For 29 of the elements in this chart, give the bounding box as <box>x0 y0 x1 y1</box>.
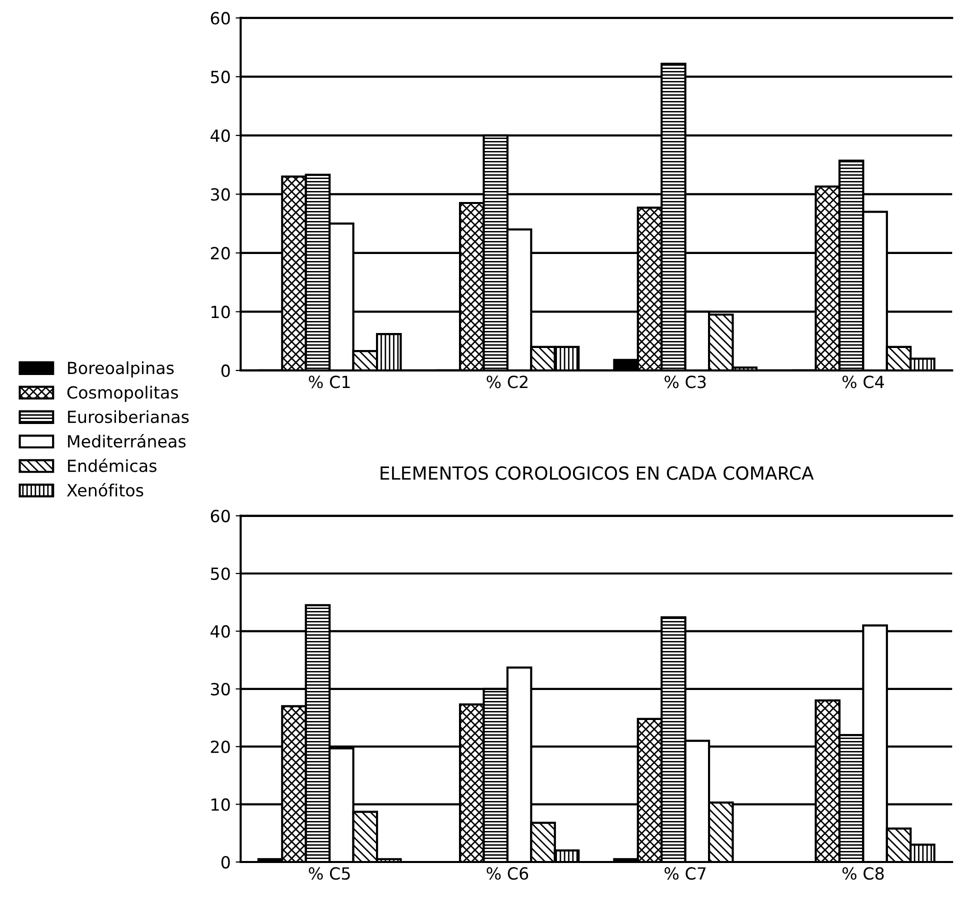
y-tick-label: 50 <box>211 70 230 84</box>
legend-label: Eurosiberianas <box>68 410 189 424</box>
y-tick-label: 60 <box>210 12 230 25</box>
legend-label: Xenófitos <box>66 482 144 497</box>
x-tick-label: % C3 <box>664 376 706 388</box>
x-tick-label: % C5 <box>308 867 350 880</box>
y-tick-label: 10 <box>212 798 230 811</box>
y-tick-label: 20 <box>210 246 230 260</box>
y-tick-label: 20 <box>210 740 230 754</box>
legend-label: Mediterráneas <box>68 434 186 448</box>
legend-label: Boreoalpinas <box>68 361 174 378</box>
x-tick-label: % C4 <box>842 376 884 388</box>
legend-label: Cosmopolitas <box>67 386 178 402</box>
x-tick-label: % C6 <box>486 867 528 880</box>
x-tick-label: % C2 <box>486 376 528 388</box>
y-tick-label: 60 <box>210 510 230 522</box>
y-tick-label: 40 <box>210 625 230 638</box>
y-tick-label: 0 <box>221 364 230 378</box>
chart-title: ELEMENTOS COROLOGICOS EN CADA COMARCA <box>380 466 814 480</box>
y-tick-label: 30 <box>211 188 230 201</box>
y-tick-label: 40 <box>210 129 230 142</box>
y-tick-label: 50 <box>211 567 230 580</box>
y-tick-label: 0 <box>221 856 230 869</box>
y-tick-label: 10 <box>212 306 230 318</box>
x-tick-label: % C8 <box>842 867 884 880</box>
x-tick-label: % C7 <box>664 867 706 880</box>
y-tick-label: 30 <box>211 682 230 696</box>
legend-label: Endémicas <box>68 458 156 472</box>
x-tick-label: % C1 <box>308 376 350 388</box>
